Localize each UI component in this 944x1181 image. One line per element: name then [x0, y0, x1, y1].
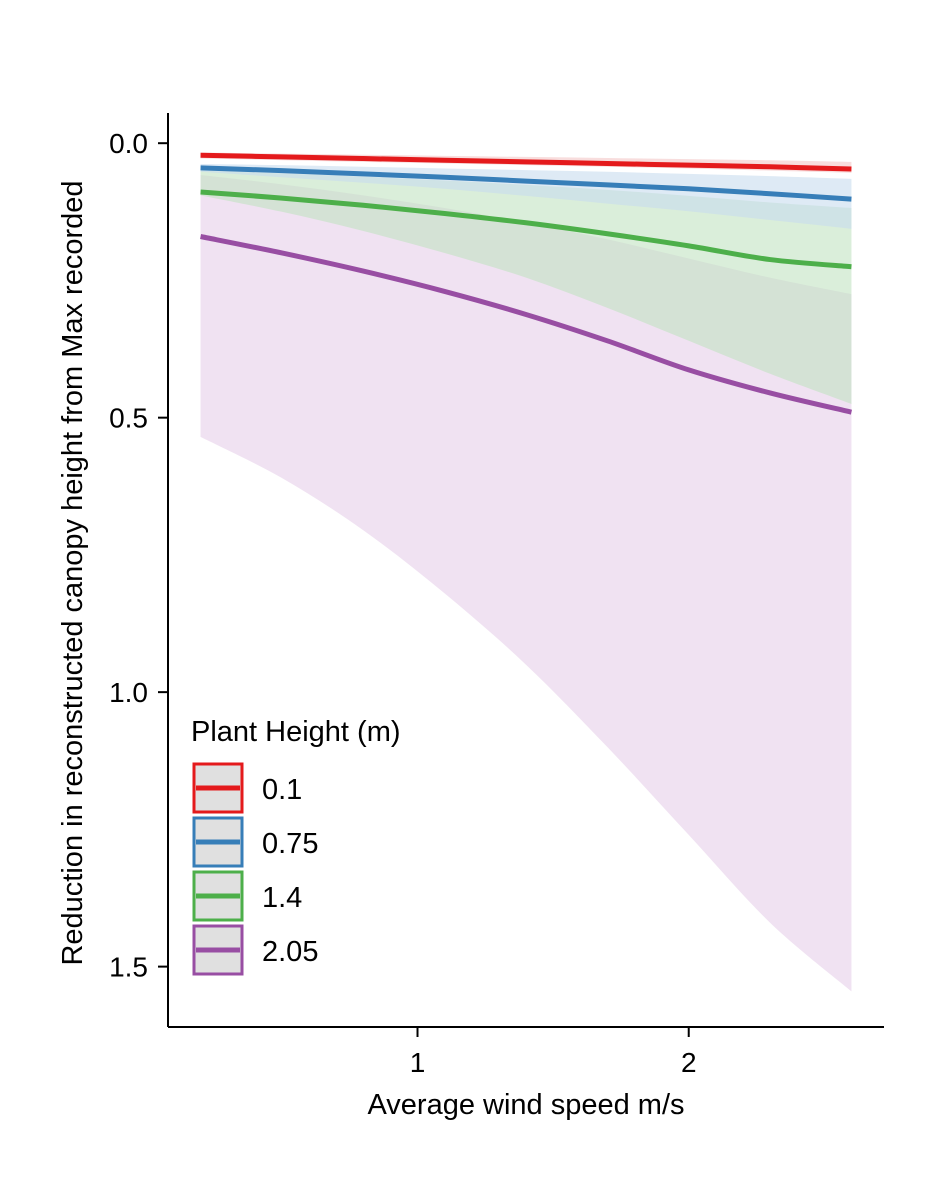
- axes: [167, 113, 884, 1028]
- series-line-1-4: [200, 189, 852, 270]
- y-axis-title: Reduction in reconstructed canopy height…: [57, 180, 89, 965]
- legend-label: 2.05: [262, 936, 318, 968]
- series-lines: [200, 152, 853, 415]
- legend-item: 0.75: [192, 816, 318, 868]
- legend-label: 1.4: [262, 882, 302, 914]
- legend-title: Plant Height (m): [191, 716, 401, 748]
- legend-item: 1.4: [192, 870, 302, 922]
- series-line-0-75: [200, 165, 852, 202]
- x-tick-label: 2: [681, 1047, 697, 1078]
- legend-label: 0.1: [262, 774, 302, 806]
- x-tick-label: 1: [410, 1047, 426, 1078]
- y-tick-label: 0.5: [109, 403, 148, 434]
- legend-item: 2.05: [192, 924, 318, 976]
- legend: Plant Height (m) 0.1 0.75 1.4 2.05: [191, 716, 401, 976]
- legend-item: 0.1: [192, 762, 302, 814]
- axis-ticks: 1 2 0.0 0.5 1.0 1.5: [109, 128, 696, 1078]
- confidence-band-0-75: [200, 164, 852, 229]
- series-line-2-05: [200, 234, 853, 415]
- series-line-0-1: [200, 152, 852, 172]
- y-tick-label: 0.0: [109, 128, 148, 159]
- y-tick-label: 1.5: [109, 952, 148, 983]
- y-tick-label: 1.0: [109, 677, 148, 708]
- confidence-band-2-05: [200, 175, 852, 992]
- confidence-bands: [200, 152, 852, 992]
- confidence-band-1-4: [200, 170, 852, 404]
- legend-label: 0.75: [262, 828, 318, 860]
- x-axis-title: Average wind speed m/s: [367, 1089, 684, 1121]
